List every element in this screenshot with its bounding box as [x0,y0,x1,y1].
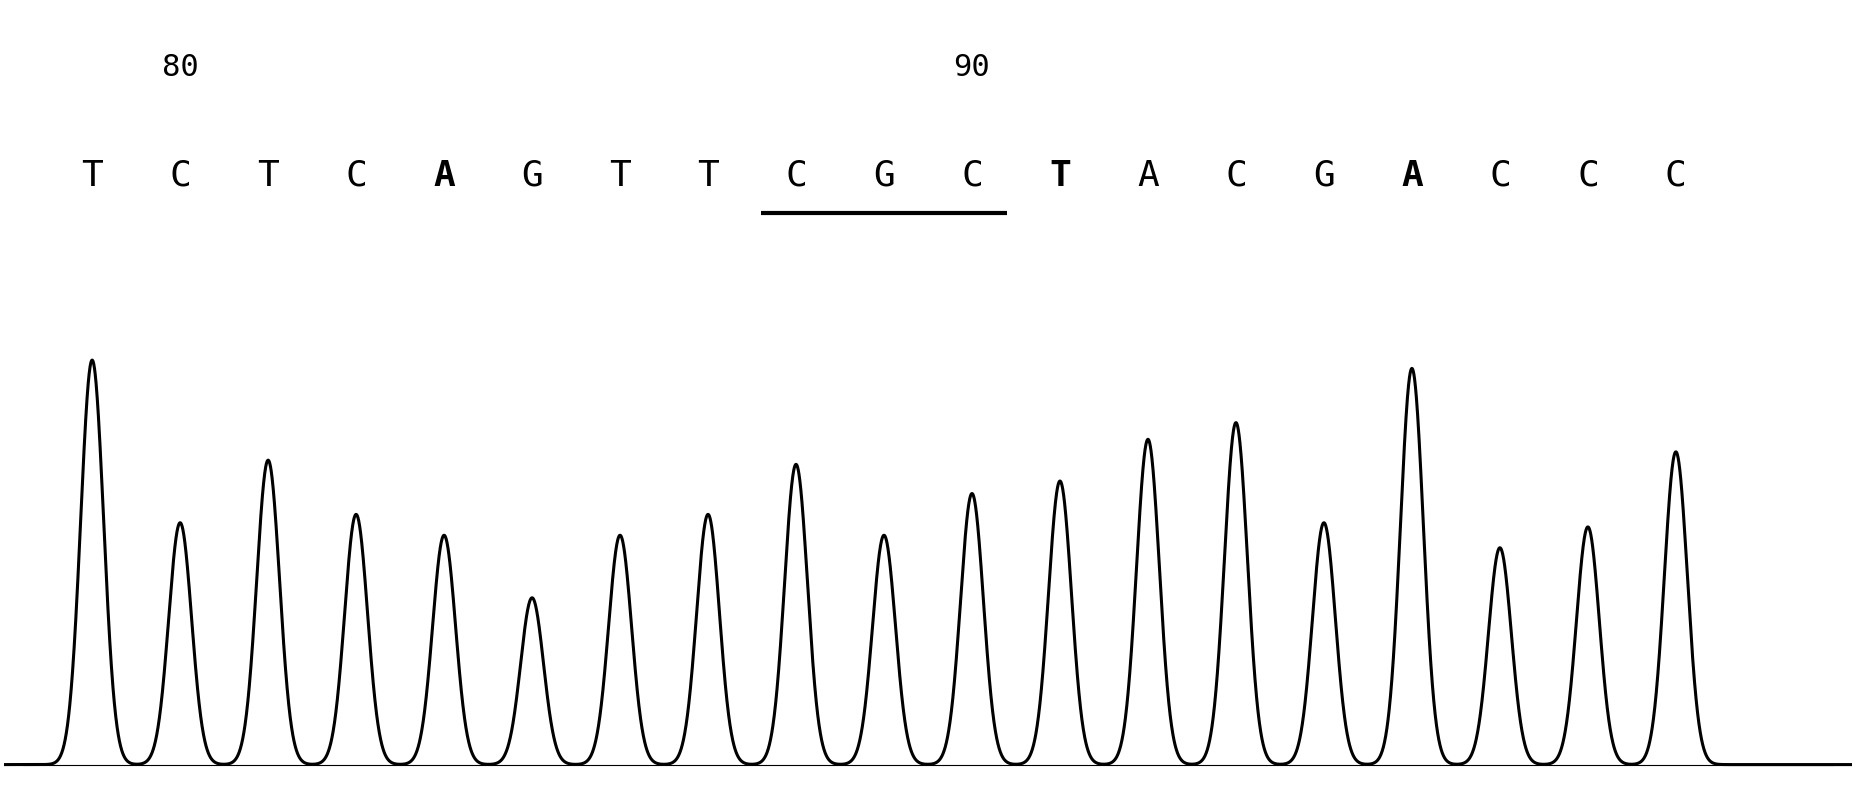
Text: G: G [872,159,894,193]
Text: C: C [1224,159,1247,193]
Text: G: G [521,159,544,193]
Text: C: C [1577,159,1597,193]
Text: 80: 80 [161,53,198,82]
Text: C: C [1488,159,1510,193]
Text: T: T [258,159,278,193]
Text: C: C [345,159,367,193]
Text: T: T [82,159,104,193]
Text: T: T [608,159,631,193]
Text: T: T [697,159,718,193]
Text: C: C [169,159,191,193]
Text: C: C [1664,159,1686,193]
Text: A: A [432,159,454,193]
Text: 90: 90 [953,53,991,82]
Text: C: C [785,159,807,193]
Text: C: C [961,159,983,193]
Text: A: A [1401,159,1423,193]
Text: T: T [1048,159,1070,193]
Text: G: G [1311,159,1334,193]
Text: A: A [1137,159,1158,193]
